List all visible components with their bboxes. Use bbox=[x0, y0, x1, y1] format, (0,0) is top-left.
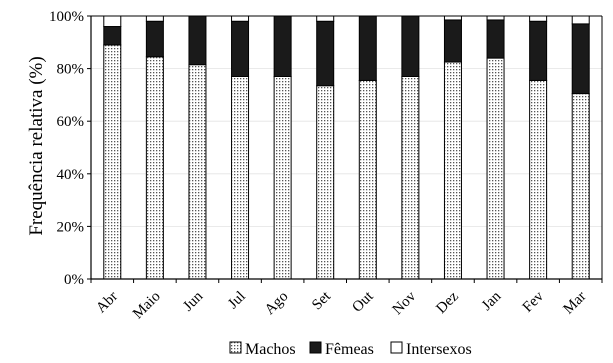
bar-segment-machos bbox=[145, 56, 164, 280]
x-tick-label: Out bbox=[349, 288, 377, 316]
x-tick-label: Set bbox=[309, 288, 334, 313]
bar-segment-machos bbox=[231, 75, 250, 280]
bar-segment-femeas bbox=[486, 19, 505, 59]
y-tick-label: 20% bbox=[57, 219, 85, 235]
bar-segment-machos bbox=[103, 44, 122, 280]
x-tick-label: Jun bbox=[180, 288, 206, 314]
bar-segment-femeas bbox=[316, 20, 335, 87]
bar-segment-intersexos bbox=[316, 15, 335, 22]
x-tick-label: Fev bbox=[520, 288, 548, 316]
bar-segment-femeas bbox=[529, 20, 548, 81]
bar-segment-intersexos bbox=[443, 15, 462, 21]
x-tick-label: Jan bbox=[479, 288, 505, 314]
bar-segment-femeas bbox=[231, 20, 250, 77]
legend-swatch bbox=[309, 341, 322, 354]
bar-segment-femeas bbox=[358, 15, 377, 81]
bar-segment-femeas bbox=[273, 15, 292, 77]
x-tick-label: Ago bbox=[262, 289, 292, 319]
bars bbox=[103, 15, 590, 280]
bar-segment-femeas bbox=[145, 20, 164, 58]
bar-segment-intersexos bbox=[571, 15, 590, 25]
x-tick-label: Mar bbox=[561, 289, 590, 318]
bar-segment-intersexos bbox=[103, 15, 122, 28]
y-tick-label: 80% bbox=[57, 62, 85, 78]
bar-segment-machos bbox=[273, 75, 292, 280]
legend: Machos Fêmeas Intersexos bbox=[229, 341, 472, 358]
x-tick-label: Abr bbox=[93, 289, 121, 317]
bar-segment-femeas bbox=[103, 26, 122, 46]
grid-lines bbox=[91, 68, 602, 227]
legend-label: Machos bbox=[245, 341, 296, 358]
bar-segment-machos bbox=[401, 75, 420, 280]
x-tick-label: Nov bbox=[390, 288, 420, 318]
bar-segment-femeas bbox=[443, 19, 462, 63]
bar-segment-machos bbox=[316, 85, 335, 280]
y-tick-label: 0% bbox=[64, 272, 84, 288]
bar-segment-intersexos bbox=[486, 15, 505, 21]
x-tick-label: Maio bbox=[130, 289, 164, 323]
bar-segment-intersexos bbox=[145, 15, 164, 22]
legend-label: Fêmeas bbox=[325, 341, 374, 358]
legend-swatch bbox=[390, 341, 403, 354]
y-tick-labels: 0% 20% 40% 60% 80% 100% bbox=[49, 9, 84, 288]
x-tick-labels: Abr Maio Jun Jul Ago Set Out Nov Dez Jan Fev Mar bbox=[93, 288, 589, 322]
bar-segment-intersexos bbox=[231, 15, 250, 22]
y-axis-title: Frequência relativa (%) bbox=[26, 56, 47, 235]
bar-segment-femeas bbox=[401, 15, 420, 77]
bar-segment-machos bbox=[529, 79, 548, 280]
legend-swatch bbox=[229, 341, 242, 354]
bar-segment-machos bbox=[486, 57, 505, 280]
y-tick-label: 40% bbox=[57, 167, 85, 183]
y-tick-label: 60% bbox=[57, 114, 85, 130]
bar-segment-intersexos bbox=[529, 15, 548, 22]
bar-segment-machos bbox=[571, 93, 590, 280]
x-tick-label: Jul bbox=[225, 289, 249, 313]
bar-segment-machos bbox=[188, 64, 207, 280]
bar-segment-femeas bbox=[188, 15, 207, 66]
legend-label: Intersexos bbox=[406, 341, 472, 358]
x-tick-label: Dez bbox=[433, 288, 462, 317]
axes bbox=[87, 15, 603, 283]
bar-segment-femeas bbox=[571, 23, 590, 95]
y-tick-label: 100% bbox=[49, 9, 84, 25]
bar-segment-machos bbox=[358, 79, 377, 280]
bar-segment-machos bbox=[443, 61, 462, 280]
